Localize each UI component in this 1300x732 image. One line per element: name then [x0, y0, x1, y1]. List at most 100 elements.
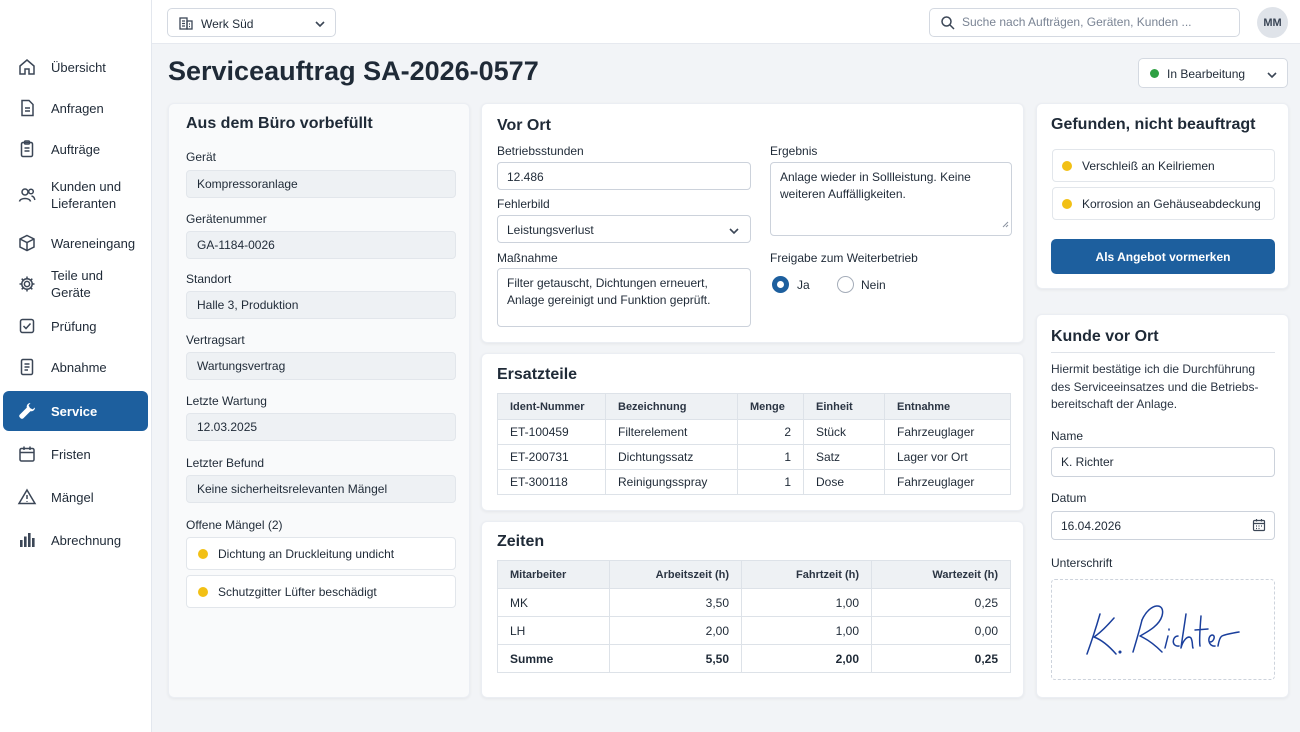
table-cell: 1 [737, 469, 804, 495]
release-no-radio[interactable] [837, 276, 854, 293]
field-label: Gerätenummer [186, 212, 267, 226]
wrench-icon [17, 401, 37, 421]
measure-textarea[interactable]: Filter getauscht, Dichtungen erneuert, A… [497, 268, 751, 327]
table-cell: ET-300118 [497, 469, 606, 495]
fault-label: Fehlerbild [497, 197, 550, 211]
release-yes-radio[interactable] [772, 276, 789, 293]
nav-item-wareneingang[interactable]: Wareneingang [3, 223, 148, 263]
site-select[interactable]: Werk Süd [167, 8, 336, 37]
table-row[interactable]: ET-200731 Dichtungssatz 1 Satz Lager vor… [497, 444, 1011, 470]
nav-item-auftraege[interactable]: Aufträge [3, 129, 148, 169]
calendar-icon [17, 444, 37, 464]
release-no-label[interactable]: Nein [861, 278, 886, 292]
name-input[interactable]: K. Richter [1051, 447, 1275, 477]
nav-item-abnahme[interactable]: Abnahme [3, 347, 148, 387]
table-row[interactable]: ET-100459 Filterelement 2 Stück Fahrzeug… [497, 419, 1011, 445]
calendar-icon[interactable] [1252, 518, 1266, 537]
warning-dot [198, 586, 208, 597]
column-header: Einheit [803, 393, 885, 420]
table-cell: Lager vor Ort [884, 444, 1011, 470]
status-dot [1150, 69, 1159, 78]
found-item[interactable]: Verschleiß an Keilriemen [1052, 149, 1275, 182]
nav-item-fristen[interactable]: Fristen [3, 434, 148, 474]
table-cell: LH [497, 616, 610, 645]
times-table: Mitarbeiter Arbeitszeit (h) Fahrtzeit (h… [497, 560, 1011, 673]
field-label: Letzte Wartung [186, 394, 267, 408]
chevron-down-icon [1266, 69, 1278, 83]
found-item-text: Korrosion an Gehäuseabdeckung [1082, 196, 1261, 211]
customer-card: Kunde vor Ort Hiermit bestätige ich die … [1036, 314, 1289, 698]
nav-item-pruefung[interactable]: Prüfung [3, 306, 148, 346]
table-row[interactable]: MK 3,50 1,00 0,25 [497, 588, 1011, 617]
table-cell: Fahrzeuglager [884, 419, 1011, 445]
table-cell: Satz [803, 444, 885, 470]
nav-label: Anfragen [51, 100, 104, 116]
nav-item-teile[interactable]: Teile und Geräte [3, 264, 148, 304]
nav-item-uebersicht[interactable]: Übersicht [3, 47, 148, 87]
site-select-value: Werk Süd [201, 17, 254, 31]
nav-item-anfragen[interactable]: Anfragen [3, 88, 148, 128]
fault-select[interactable]: Leistungsverlust [497, 215, 751, 243]
offer-button[interactable]: Als Angebot vormerken [1051, 239, 1275, 274]
table-sum-row: Summe 5,50 2,00 0,25 [497, 644, 1011, 673]
table-row[interactable]: ET-300118 Reinigungsspray 1 Dose Fahrzeu… [497, 469, 1011, 495]
found-card-title: Gefunden, nicht beauftragt [1051, 116, 1256, 133]
table-row[interactable]: LH 2,00 1,00 0,00 [497, 616, 1011, 645]
resize-handle-icon [1001, 216, 1009, 233]
field-geraet: Kompressoranlage [186, 170, 456, 198]
nav-label: Übersicht [51, 59, 106, 75]
parts-card: Ersatzteile Ident-Nummer Bezeichnung Men… [481, 353, 1024, 511]
signature-drawing [1086, 605, 1240, 655]
table-cell: ET-200731 [497, 444, 606, 470]
status-value: In Bearbeitung [1167, 67, 1246, 81]
result-textarea[interactable]: Anlage wieder in Sollleistung. Keine wei… [770, 162, 1012, 236]
field-label: Vertragsart [186, 333, 245, 347]
table-cell: 0,00 [871, 616, 1011, 645]
fault-select-value: Leistungsverlust [507, 223, 594, 237]
nav-item-maengel[interactable]: Mängel [3, 477, 148, 517]
field-vertragsart: Wartungsvertrag [186, 352, 456, 380]
checkbox-icon [17, 316, 37, 336]
times-card-title: Zeiten [497, 533, 545, 550]
nav-item-kunden[interactable]: Kunden und Lieferanten [3, 175, 148, 215]
table-cell: 1,00 [741, 588, 872, 617]
table-header-row: Ident-Nummer Bezeichnung Menge Einheit E… [497, 393, 1011, 420]
table-header-row: Mitarbeiter Arbeitszeit (h) Fahrtzeit (h… [497, 560, 1011, 589]
office-card-title: Aus dem Büro vorbefüllt [186, 115, 373, 132]
signature-label: Unterschrift [1051, 556, 1113, 570]
onsite-card: Vor Ort Betriebsstunden 12.486 Fehlerbil… [481, 103, 1024, 343]
onsite-card-title: Vor Ort [497, 117, 551, 134]
column-header: Arbeitszeit (h) [609, 560, 742, 589]
table-cell: 1,00 [741, 616, 872, 645]
signature-pad[interactable] [1051, 579, 1275, 680]
nav-label: Wareneingang [51, 235, 136, 251]
bar-chart-icon [17, 530, 37, 550]
table-cell: 5,50 [609, 644, 742, 673]
status-select[interactable]: In Bearbeitung [1138, 58, 1288, 88]
table-cell: 2,00 [609, 616, 742, 645]
open-defect-item[interactable]: Schutzgitter Lüfter beschädigt [186, 575, 456, 608]
search-input[interactable] [962, 15, 1232, 29]
field-letzte-wartung: 12.03.2025 [186, 413, 456, 441]
search-icon [940, 15, 956, 34]
hours-input[interactable]: 12.486 [497, 162, 751, 190]
nav-item-abrechnung[interactable]: Abrechnung [3, 520, 148, 560]
date-value: 16.04.2026 [1061, 519, 1122, 533]
nav-label: Abnahme [51, 359, 107, 375]
parts-table: Ident-Nummer Bezeichnung Menge Einheit E… [497, 393, 1011, 495]
nav-label: Service [51, 403, 98, 419]
search-box[interactable] [929, 8, 1240, 37]
nav-item-service[interactable]: Service [3, 391, 148, 431]
table-cell: Dichtungssatz [605, 444, 738, 470]
chevron-down-icon [728, 224, 740, 241]
release-yes-label[interactable]: Ja [797, 278, 810, 292]
table-cell: ET-100459 [497, 419, 606, 445]
date-input[interactable]: 16.04.2026 [1051, 511, 1275, 540]
table-cell: Dose [803, 469, 885, 495]
box-icon [17, 233, 37, 253]
found-item[interactable]: Korrosion an Gehäuseabdeckung [1052, 187, 1275, 220]
clipboard-icon [17, 139, 37, 159]
open-defect-item[interactable]: Dichtung an Druckleitung undicht [186, 537, 456, 570]
open-defect-text: Dichtung an Druckleitung undicht [218, 546, 395, 561]
avatar[interactable]: MM [1257, 7, 1288, 38]
